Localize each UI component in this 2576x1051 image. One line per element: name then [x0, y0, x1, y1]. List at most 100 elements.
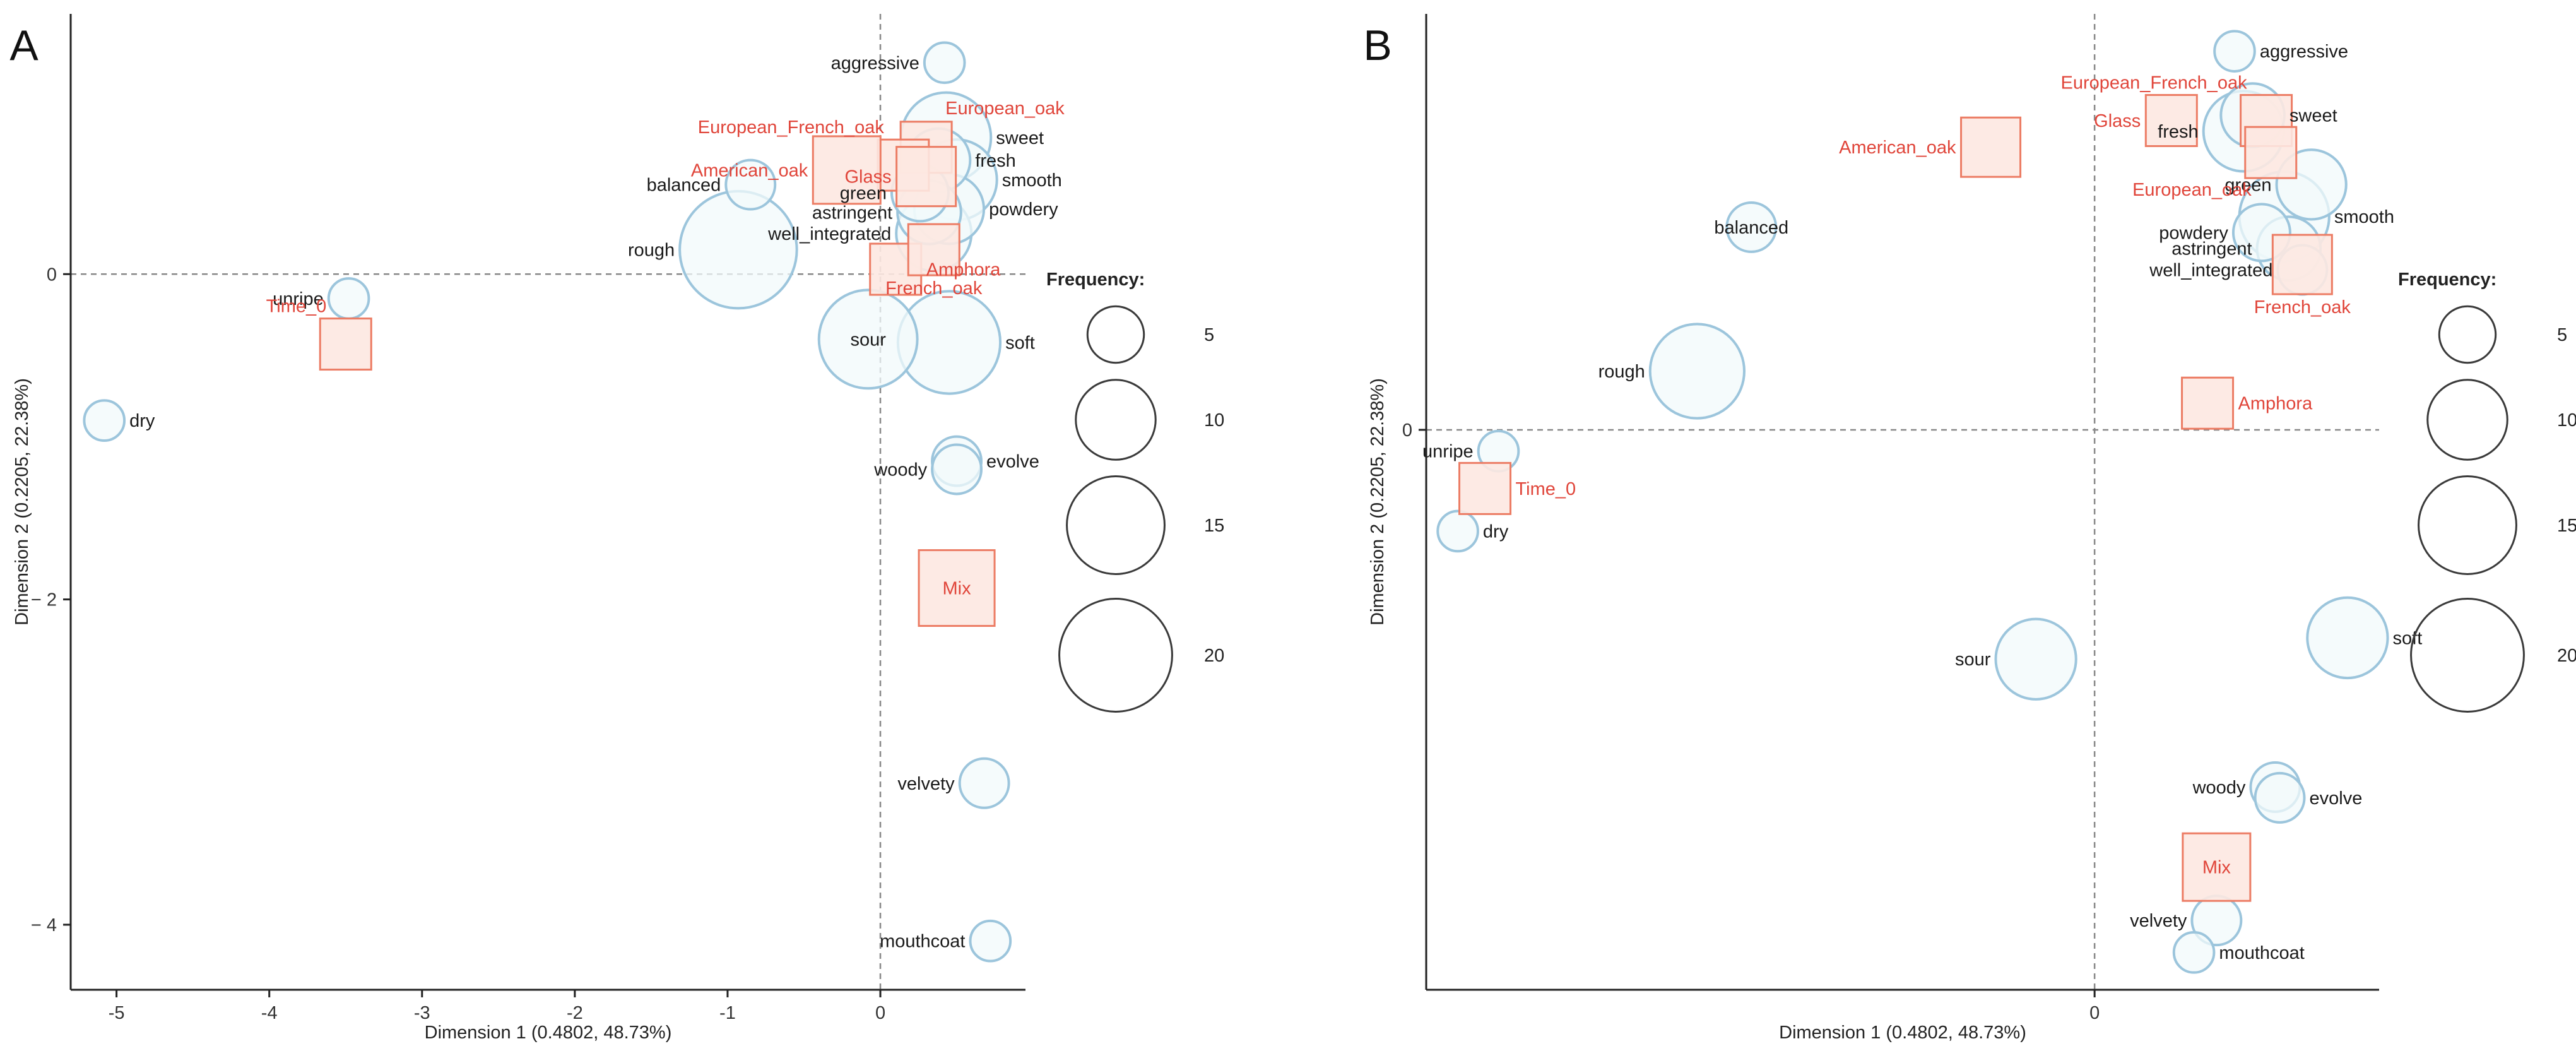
- attribute-bubble-dry: [1436, 509, 1479, 553]
- x-tick-label: 0: [875, 1003, 885, 1023]
- x-tick-label: -1: [719, 1003, 736, 1023]
- container-label-Mix: Mix: [943, 579, 972, 599]
- attribute-label-velvety: velvety: [897, 774, 955, 794]
- container-label-French_oak: French_oak: [2254, 297, 2351, 318]
- container-square-Glass: [2144, 93, 2198, 147]
- attribute-bubble-rough: [678, 189, 798, 310]
- attribute-bubble-sour: [1994, 617, 2077, 701]
- attribute-label-balanced: balanced: [1714, 218, 1788, 238]
- x-tick-label: -2: [567, 1003, 583, 1023]
- container-square-American_oak: [812, 135, 882, 205]
- attribute-bubble-evolve: [2254, 771, 2306, 824]
- legend-title: Frequency:: [2398, 270, 2496, 290]
- y-tick-label: 0: [47, 264, 57, 285]
- legend-value: 15: [1204, 516, 1224, 536]
- attribute-label-woody: woody: [873, 460, 927, 480]
- container-label-American_oak: American_oak: [691, 160, 808, 181]
- attribute-label-astringent: astringent: [2171, 239, 2252, 259]
- container-square-Time_0: [1458, 461, 1512, 515]
- attribute-label-sour: sour: [850, 330, 886, 350]
- container-label-Amphora: Amphora: [2238, 394, 2313, 414]
- x-axis-title: Dimension 1 (0.4802, 48.73%): [425, 1023, 672, 1043]
- legend-value: 5: [1204, 325, 1214, 345]
- y-tick-label: − 2: [31, 590, 57, 610]
- container-square-Mix: [918, 549, 996, 627]
- legend-circle-20: [1058, 598, 1173, 713]
- y-axis-title: Dimension 2 (0.2205, 22.38%): [12, 378, 32, 626]
- container-square-European_oak: [2244, 126, 2298, 179]
- container-square-Amphora: [2181, 376, 2235, 430]
- attribute-label-soft: soft: [2393, 628, 2423, 648]
- attribute-label-evolve: evolve: [986, 452, 1039, 472]
- container-square-Glass: [895, 146, 957, 208]
- attribute-bubble-dry: [83, 399, 126, 442]
- panel-label: A: [9, 21, 38, 69]
- attribute-label-astringent: astringent: [812, 203, 892, 223]
- attribute-bubble-balanced: [1725, 201, 1778, 253]
- container-label-European_French_oak: European_French_oak: [2061, 73, 2248, 93]
- attribute-label-evolve: evolve: [2310, 788, 2363, 809]
- attribute-bubble-unripe: [327, 277, 370, 320]
- attribute-label-well_integrated: well_integrated: [2149, 261, 2272, 281]
- y-tick-label: 0: [1402, 420, 1412, 441]
- attribute-label-sweet: sweet: [996, 128, 1044, 148]
- attribute-label-powdery: powdery: [2159, 223, 2228, 243]
- attribute-bubble-woody: [931, 443, 983, 496]
- attribute-label-aggressive: aggressive: [831, 53, 919, 73]
- legend-circle-20: [2410, 598, 2525, 713]
- attribute-label-mouthcoat: mouthcoat: [880, 932, 965, 952]
- x-axis-title: Dimension 1 (0.4802, 48.73%): [1779, 1023, 2026, 1043]
- legend-value: 10: [2557, 410, 2576, 430]
- container-label-Glass: Glass: [2094, 111, 2141, 131]
- x-tick-label: 0: [2089, 1003, 2100, 1023]
- legend-title: Frequency:: [1046, 270, 1145, 290]
- legend-value: 20: [2557, 646, 2576, 666]
- attribute-bubble-sour: [817, 288, 919, 390]
- x-tick-label: -3: [414, 1003, 430, 1023]
- attribute-label-sour: sour: [1955, 650, 1991, 670]
- y-tick-label: − 4: [31, 915, 57, 935]
- attribute-label-rough: rough: [628, 240, 675, 261]
- attribute-label-woody: woody: [2192, 778, 2246, 798]
- legend-circle-5: [2438, 305, 2497, 364]
- attribute-bubble-soft: [2306, 596, 2389, 680]
- attribute-label-unripe: unripe: [273, 289, 324, 309]
- container-label-Time_0: Time_0: [266, 297, 327, 317]
- x-tick-label: -4: [261, 1003, 278, 1023]
- attribute-label-soft: soft: [1005, 333, 1035, 353]
- container-label-Time_0: Time_0: [1516, 479, 1576, 499]
- panel-label: B: [1363, 21, 1391, 69]
- legend-circle-10: [1075, 379, 1157, 461]
- legend-circle-5: [1086, 305, 1145, 364]
- legend-value: 5: [2557, 325, 2567, 345]
- container-square-French_oak: [907, 223, 960, 276]
- attribute-label-fresh: fresh: [2158, 122, 2198, 142]
- attribute-label-dry: dry: [129, 411, 155, 431]
- container-label-American_oak: American_oak: [1839, 138, 1956, 158]
- x-tick-label: -5: [109, 1003, 125, 1023]
- attribute-label-green: green: [2224, 175, 2271, 195]
- attribute-label-sweet: sweet: [2289, 106, 2337, 126]
- attribute-label-well_integrated: well_integrated: [767, 224, 891, 244]
- legend-circle-15: [1066, 475, 1166, 575]
- legend-value: 15: [2557, 516, 2576, 536]
- attribute-bubble-aggressive: [2213, 30, 2256, 73]
- attribute-bubble-rough: [1648, 323, 1746, 420]
- legend-value: 10: [1204, 410, 1224, 430]
- container-label-European_oak: European_oak: [945, 98, 1065, 119]
- attribute-label-powdery: powdery: [989, 199, 1058, 220]
- panel-b: aggressive sweet fresh green smooth powderyas…: [1363, 14, 2576, 1043]
- attribute-label-unripe: unripe: [1422, 442, 1474, 462]
- attribute-label-dry: dry: [1483, 521, 1509, 542]
- attribute-bubble-mouthcoat: [969, 919, 1012, 963]
- container-square-Time_0: [319, 318, 372, 371]
- container-label-Amphora: Amphora: [926, 260, 1001, 280]
- attribute-bubble-velvety: [958, 757, 1010, 809]
- legend-value: 20: [1204, 646, 1224, 666]
- attribute-label-aggressive: aggressive: [2260, 42, 2348, 62]
- container-square-French_oak: [2271, 234, 2333, 295]
- container-label-French_oak: French_oak: [885, 278, 983, 299]
